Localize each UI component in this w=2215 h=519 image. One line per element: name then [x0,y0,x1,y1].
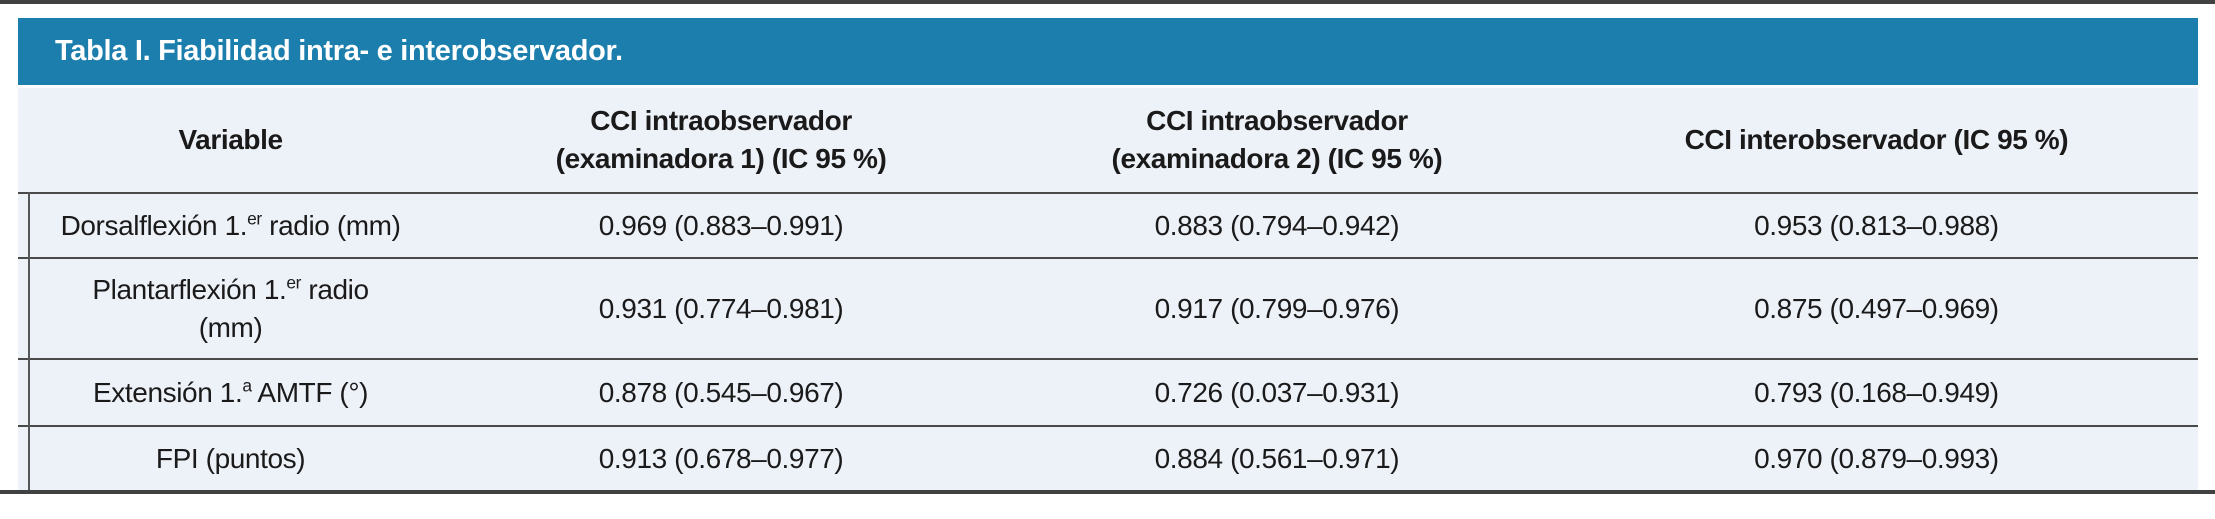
value-cell-cci-intra-2: 0.884 (0.561–0.971) [1154,442,1400,474]
col-header-cci-intra-1-line2: (examinadora 1) (IC 95 %) [555,143,887,174]
variable-cell: FPI (puntos) [18,427,443,490]
variable-label: Plantarflexión 1.er radio [92,272,369,305]
table-title-bar: Tabla I. Fiabilidad intra- e interobserv… [18,18,2198,85]
value-cell-cci-intra-2: 0.917 (0.799–0.976) [1154,292,1400,324]
value-cell-cci-intra-1: 0.878 (0.545–0.967) [598,376,844,408]
table-row: FPI (puntos) 0.913 (0.678–0.977) 0.884 (… [18,425,2198,490]
variable-label: Dorsalflexión 1.er radio (mm) [60,208,401,241]
col-header-cci-intra-2-line1: CCI intraobservador [1146,105,1408,137]
variable-cell: Extensión 1.a AMTF (°) [18,360,443,425]
col-header-cci-intra-2: CCI intraobservador (examinadora 2) (IC … [999,88,1555,192]
table-row: Extensión 1.a AMTF (°) 0.878 (0.545–0.96… [18,358,2198,425]
table-row: Plantarflexión 1.er radio (mm) 0.931 (0.… [18,257,2198,358]
ordinal-superscript: er [286,272,302,293]
value-cell-cci-inter: 0.793 (0.168–0.949) [1754,376,1999,408]
col-header-cci-intra-1-line1: CCI intraobservador [590,105,852,137]
variable-label: Extensión 1.a AMTF (°) [93,375,369,408]
header-row: Variable CCI intraobservador (examinador… [18,88,2198,192]
value-cell-cci-intra-2: 0.883 (0.794–0.942) [1154,209,1400,241]
col-header-variable-label: Variable [178,124,283,156]
value-cell-cci-intra-1: 0.931 (0.774–0.981) [598,292,844,324]
value-cell-cci-inter: 0.953 (0.813–0.988) [1754,209,1999,241]
bottom-rule [0,490,2215,494]
col-header-cci-inter: CCI interobservador (IC 95 %) [1555,88,2198,192]
col-header-cci-intra-2-line2: (examinadora 2) (IC 95 %) [1111,143,1443,174]
table-title: Tabla I. Fiabilidad intra- e interobserv… [55,35,623,67]
col-header-cci-intra-1: CCI intraobservador (examinadora 1) (IC … [443,88,999,192]
results-table: Variable CCI intraobservador (examinador… [18,88,2198,490]
variable-cell: Plantarflexión 1.er radio (mm) [18,259,443,358]
ordinal-superscript: er [247,208,262,229]
value-cell-cci-inter: 0.875 (0.497–0.969) [1754,292,1999,324]
value-cell-cci-intra-1: 0.913 (0.678–0.977) [598,442,844,474]
top-rule [0,0,2215,4]
table-left-border [28,192,30,490]
col-header-variable: Variable [18,88,443,192]
value-cell-cci-intra-1: 0.969 (0.883–0.991) [598,209,844,241]
variable-label: FPI (puntos) [155,442,306,474]
col-header-cci-inter-label: CCI interobservador (IC 95 %) [1684,124,2069,156]
ordinal-superscript: a [242,375,252,396]
variable-label-line2: (mm) [198,311,263,343]
table-row: Dorsalflexión 1.er radio (mm) 0.969 (0.8… [18,192,2198,257]
variable-cell: Dorsalflexión 1.er radio (mm) [18,194,443,257]
value-cell-cci-intra-2: 0.726 (0.037–0.931) [1154,376,1400,408]
value-cell-cci-inter: 0.970 (0.879–0.993) [1754,442,1999,474]
